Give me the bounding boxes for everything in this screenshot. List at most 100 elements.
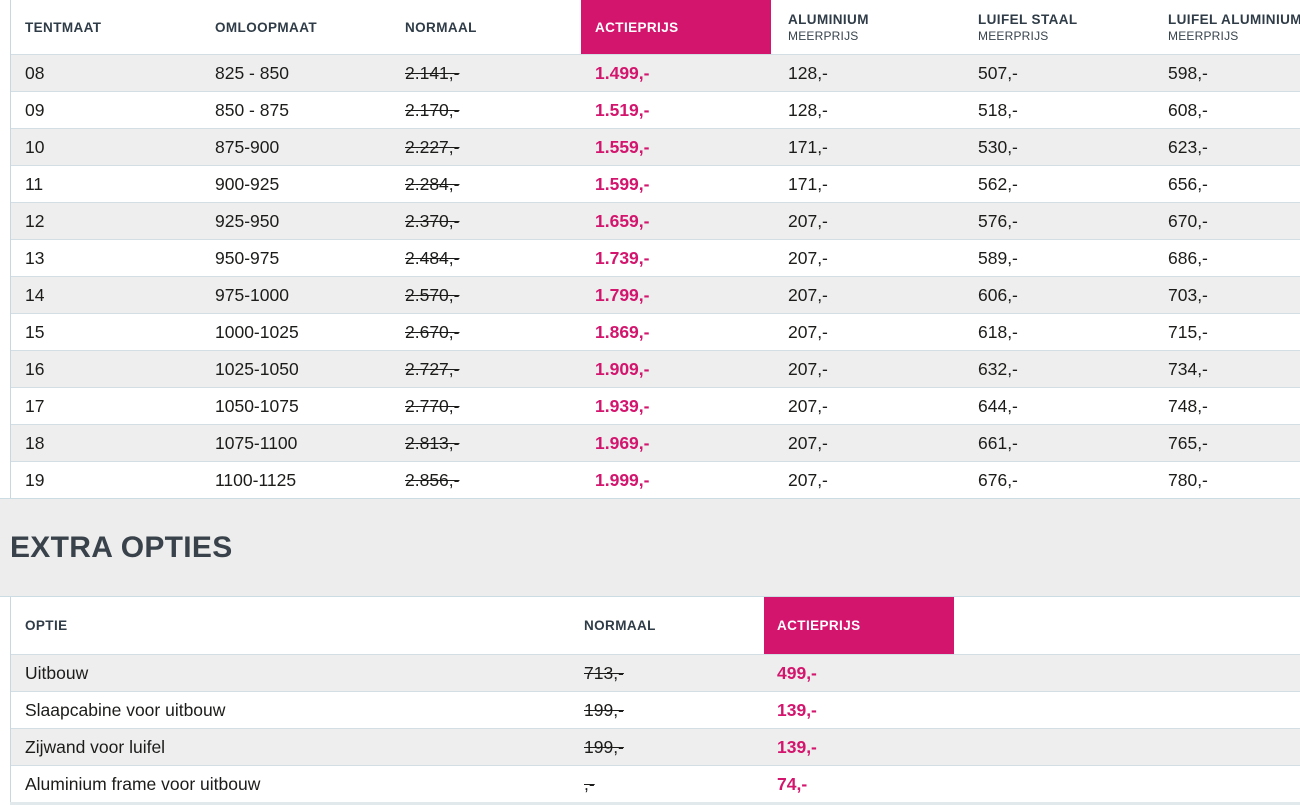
cell-omloopmaat: 850 - 875 <box>215 99 289 120</box>
tent-size-row: 19 1100-1125 2.856,- 1.999,- 207,- 676,- 780,- <box>11 461 1300 498</box>
cell-tentmaat: 14 <box>25 284 45 305</box>
cell-luifel-staal-meerprijs: 562,- <box>978 173 1018 194</box>
extra-options-section-band: EXTRA OPTIES <box>0 498 1300 597</box>
cell-actieprijs: 1.519,- <box>595 99 650 120</box>
cell-luifel-aluminium-meerprijs: 686,- <box>1168 247 1208 268</box>
option-row: Uitbouw 713,- 499,- <box>11 654 1300 692</box>
cell-omloopmaat: 1025-1050 <box>215 358 299 379</box>
cell-normaal: 2.141,- <box>405 62 460 83</box>
cell-actieprijs: 1.969,- <box>595 432 650 453</box>
cell-luifel-aluminium-meerprijs: 734,- <box>1168 358 1208 379</box>
col-header-actieprijs: ACTIEPRIJS <box>581 0 771 55</box>
tent-price-table: TENTMAAT OMLOOPMAAT NORMAAL ACTIEPRIJS A… <box>11 0 1300 498</box>
col-header-label: LUIFEL STAAL <box>978 11 1078 27</box>
tent-size-row: 09 850 - 875 2.170,- 1.519,- 128,- 518,- 608,- <box>11 91 1300 129</box>
cell-actieprijs: 1.799,- <box>595 284 650 305</box>
cell-omloopmaat: 1075-1100 <box>215 432 298 453</box>
col-header-label: TENTMAAT <box>25 19 102 35</box>
option-row: Aluminium frame voor uitbouw ,- 74,- <box>11 765 1300 802</box>
cell-filler <box>954 655 1300 692</box>
cell-tentmaat: 09 <box>25 99 45 120</box>
tent-size-row: 11 900-925 2.284,- 1.599,- 171,- 562,- 656,- <box>11 165 1300 203</box>
cell-tentmaat: 16 <box>25 358 45 379</box>
cell-luifel-aluminium-meerprijs: 623,- <box>1168 136 1208 157</box>
cell-actieprijs: 74,- <box>777 773 808 794</box>
cell-omloopmaat: 1100-1125 <box>215 469 297 490</box>
cell-omloopmaat: 950-975 <box>215 247 280 268</box>
cell-luifel-staal-meerprijs: 576,- <box>978 210 1018 231</box>
cell-aluminium-meerprijs: 207,- <box>788 210 828 231</box>
cell-luifel-staal-meerprijs: 530,- <box>978 136 1018 157</box>
col-header-aluminium-meerprijs: ALUMINIUM MEERPRIJS <box>771 0 961 55</box>
cell-normaal: 2.227,- <box>405 136 460 157</box>
tent-size-row: 18 1075-1100 2.813,- 1.969,- 207,- 661,- 765,- <box>11 424 1300 462</box>
cell-luifel-aluminium-meerprijs: 748,- <box>1168 395 1208 416</box>
col-header-filler <box>954 597 1300 655</box>
cell-tentmaat: 15 <box>25 321 45 342</box>
cell-omloopmaat: 925-950 <box>215 210 280 231</box>
cell-aluminium-meerprijs: 207,- <box>788 358 828 379</box>
cell-tentmaat: 11 <box>25 173 44 194</box>
cell-aluminium-meerprijs: 171,- <box>788 136 828 157</box>
cell-normaal: 2.484,- <box>405 247 460 268</box>
cell-omloopmaat: 1050-1075 <box>215 395 299 416</box>
cell-tentmaat: 17 <box>25 395 45 416</box>
cell-optie: Zijwand voor luifel <box>25 736 166 757</box>
cell-aluminium-meerprijs: 207,- <box>788 284 828 305</box>
option-row: Slaapcabine voor uitbouw 199,- 139,- <box>11 691 1300 729</box>
option-row: Zijwand voor luifel 199,- 139,- <box>11 728 1300 766</box>
cell-actieprijs: 1.659,- <box>595 210 650 231</box>
cell-actieprijs: 139,- <box>777 736 817 757</box>
cell-aluminium-meerprijs: 207,- <box>788 247 828 268</box>
cell-optie: Aluminium frame voor uitbouw <box>25 773 261 794</box>
cell-aluminium-meerprijs: 128,- <box>788 99 828 120</box>
cell-normaal: 199,- <box>584 736 624 757</box>
cell-luifel-aluminium-meerprijs: 715,- <box>1168 321 1208 342</box>
tent-price-table-wrap: TENTMAAT OMLOOPMAAT NORMAAL ACTIEPRIJS A… <box>10 0 1300 498</box>
cell-luifel-aluminium-meerprijs: 670,- <box>1168 210 1208 231</box>
cell-tentmaat: 08 <box>25 62 45 83</box>
col-header-label: ACTIEPRIJS <box>777 618 861 633</box>
cell-luifel-staal-meerprijs: 606,- <box>978 284 1018 305</box>
cell-tentmaat: 13 <box>25 247 45 268</box>
cell-optie: Slaapcabine voor uitbouw <box>25 699 226 720</box>
col-header-luifel-aluminium-meerprijs: LUIFEL ALUMINIUM MEERPRIJS <box>1151 0 1300 55</box>
cell-luifel-staal-meerprijs: 676,- <box>978 469 1018 490</box>
col-header-label: NORMAAL <box>405 19 477 35</box>
cell-normaal: 2.727,- <box>405 358 460 379</box>
cell-aluminium-meerprijs: 207,- <box>788 395 828 416</box>
cell-tentmaat: 10 <box>25 136 45 157</box>
options-table-wrap: OPTIE NORMAAL ACTIEPRIJS Uitbouw 713,- 499… <box>10 597 1300 802</box>
cell-normaal: 2.570,- <box>405 284 460 305</box>
cell-actieprijs: 1.499,- <box>595 62 650 83</box>
cell-tentmaat: 12 <box>25 210 45 231</box>
cell-normaal: 2.770,- <box>405 395 460 416</box>
cell-actieprijs: 499,- <box>777 662 817 683</box>
col-header-normaal: NORMAAL <box>391 0 581 55</box>
cell-normaal: 2.284,- <box>405 173 460 194</box>
cell-actieprijs: 1.599,- <box>595 173 650 194</box>
cell-omloopmaat: 900-925 <box>215 173 280 194</box>
cell-filler <box>954 692 1300 729</box>
cell-normaal: 2.370,- <box>405 210 460 231</box>
options-table-body: Uitbouw 713,- 499,- Slaapcabine voor uitbou… <box>11 654 1300 802</box>
cell-actieprijs: 139,- <box>777 699 817 720</box>
cell-luifel-staal-meerprijs: 589,- <box>978 247 1018 268</box>
cell-luifel-aluminium-meerprijs: 780,- <box>1168 469 1208 490</box>
tent-size-row: 13 950-975 2.484,- 1.739,- 207,- 589,- 686,- <box>11 239 1300 277</box>
col-header-tentmaat: TENTMAAT <box>11 0 201 55</box>
section-heading: EXTRA OPTIES <box>10 530 233 564</box>
cell-tentmaat: 19 <box>25 469 45 490</box>
cell-optie: Uitbouw <box>25 662 89 683</box>
cell-aluminium-meerprijs: 207,- <box>788 321 828 342</box>
tent-size-row: 16 1025-1050 2.727,- 1.909,- 207,- 632,- 734,- <box>11 350 1300 388</box>
tent-size-row: 10 875-900 2.227,- 1.559,- 171,- 530,- 623,- <box>11 128 1300 166</box>
cell-aluminium-meerprijs: 207,- <box>788 432 828 453</box>
cell-luifel-staal-meerprijs: 518,- <box>978 99 1018 120</box>
col-header-label: OPTIE <box>25 618 68 633</box>
cell-omloopmaat: 825 - 850 <box>215 62 289 83</box>
col-header-actieprijs: ACTIEPRIJS <box>764 597 954 655</box>
cell-actieprijs: 1.999,- <box>595 469 650 490</box>
cell-actieprijs: 1.939,- <box>595 395 650 416</box>
col-header-sublabel: MEERPRIJS <box>788 28 859 43</box>
